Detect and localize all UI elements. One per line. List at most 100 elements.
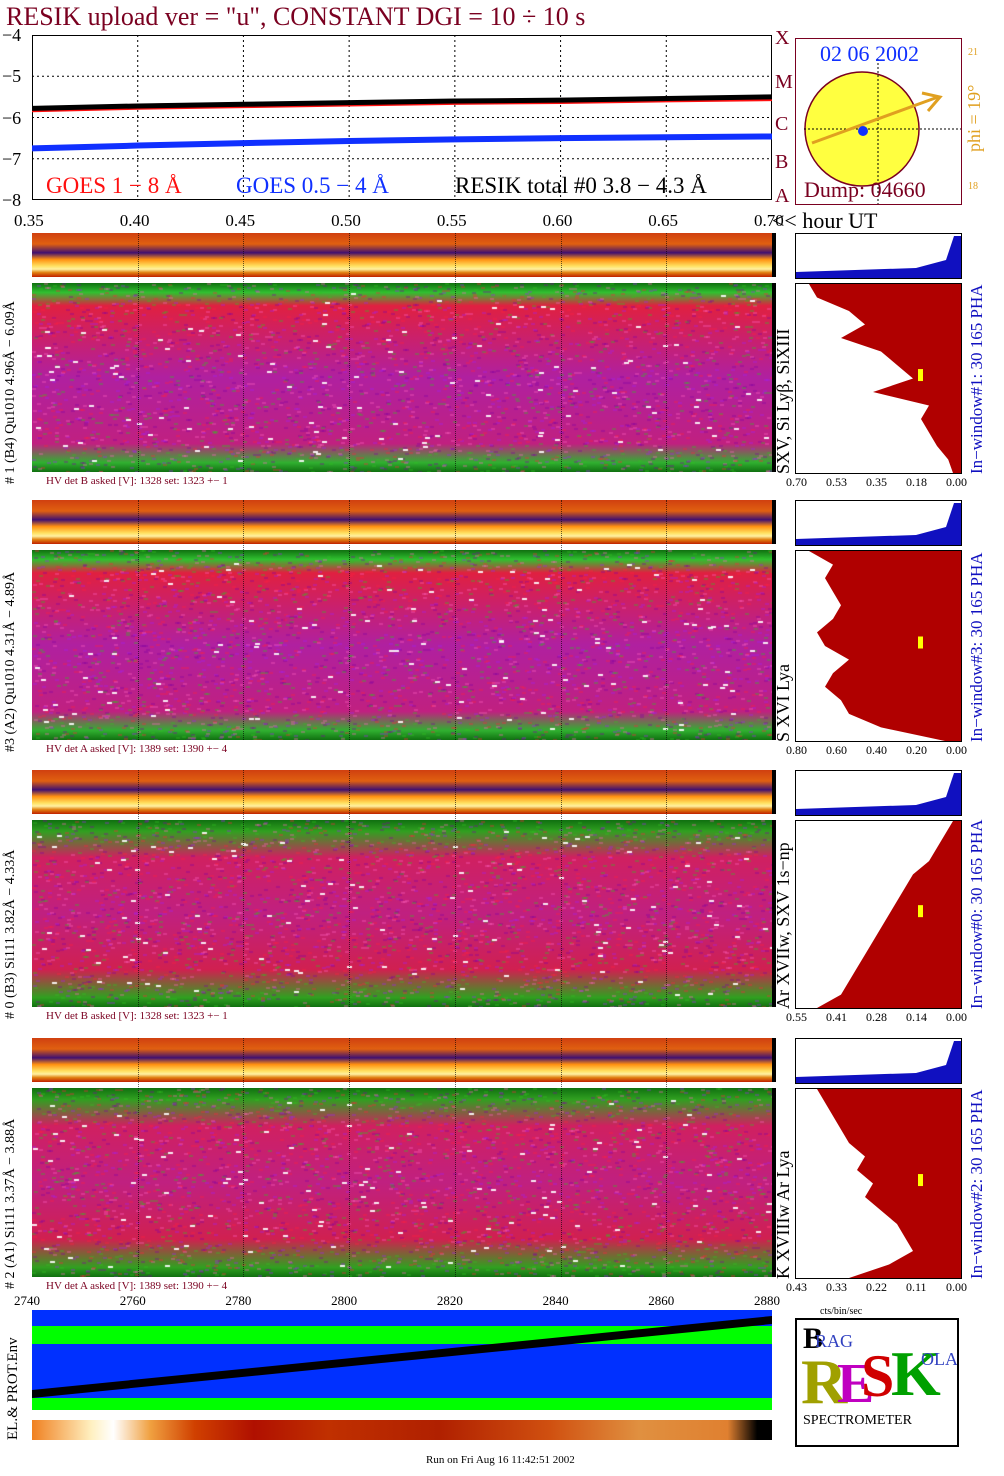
channel-gridline — [666, 500, 668, 740]
channel-gridline — [243, 233, 245, 472]
hv-status: HV det A asked [V]: 1389 set: 1390 +− 4 — [46, 1280, 228, 1292]
pha-histogram-fill — [796, 1041, 961, 1083]
sun-disk-svg — [804, 59, 961, 204]
pha-marker — [918, 905, 923, 918]
observation-date: 02 06 2002 — [820, 41, 919, 66]
logo-s: S — [861, 1343, 895, 1409]
in-window-label: In−window#1: 30 165 PHA — [967, 284, 986, 474]
goes-class-axis: X M C B A — [775, 28, 795, 208]
spectral-lines-label: Ar XVIIw, SXV 1s−np — [773, 842, 793, 1009]
footer-timestamp: Run on Fri Aug 16 11:42:51 2002 — [426, 1454, 575, 1466]
sun-position-panel: 02 06 2002 Dump: 04660 — [795, 38, 962, 205]
seconds-tick-label: 2740 — [14, 1293, 40, 1308]
pha-profile — [795, 1088, 962, 1279]
channel-gridline — [560, 500, 562, 740]
pha-histogram — [795, 770, 962, 816]
intensity-colorbar — [32, 1420, 772, 1440]
y-tick-label: −6 — [2, 107, 22, 128]
pha-profile-fill — [809, 551, 961, 741]
seconds-tick-label: 2760 — [119, 1293, 146, 1308]
x-tick-label: 0.55 — [436, 211, 467, 230]
channel-gridline — [560, 233, 562, 472]
spectrogram-texture — [32, 550, 772, 740]
channel-gridline — [454, 233, 456, 472]
channel-gridline — [349, 1038, 351, 1277]
channel-strip — [32, 770, 776, 814]
in-window-label: In−window#0: 30 165 PHA — [967, 819, 986, 1009]
pha-profile — [795, 550, 962, 742]
channel-gridline — [349, 233, 351, 472]
spectral-lines-label: SXV, Si Lyβ, SiXIII — [773, 328, 793, 474]
channel-gridline — [666, 1038, 668, 1277]
pha-tick-label: 0.28 — [866, 1010, 887, 1024]
channel-gridline — [560, 770, 562, 1007]
hour-axis-label: << hour UT — [772, 208, 878, 233]
channel-gridline — [349, 770, 351, 1007]
pha-tick-label: 0.35 — [866, 475, 887, 489]
y-tick-label: −5 — [2, 66, 22, 87]
channel-gridline — [666, 233, 668, 472]
seconds-tick-label: 2780 — [225, 1293, 252, 1308]
channel-gridline — [137, 233, 139, 472]
x-tick-label: 0.70 — [754, 211, 784, 230]
pha-tick-label: 0.33 — [826, 1280, 847, 1294]
pha-tick-label: 0.14 — [906, 1010, 927, 1024]
pha-histogram-fill — [796, 773, 961, 815]
y-tick-label: −7 — [2, 148, 22, 169]
x-tick-label: 0.45 — [225, 211, 256, 230]
legend-resik: RESIK total #0 3.8 − 4.3 Å — [455, 173, 707, 198]
y-tick-label: −8 — [2, 190, 22, 210]
pha-tick-label: 0.11 — [906, 1280, 927, 1294]
channel-strip — [32, 1038, 776, 1082]
logo-r: R — [801, 1346, 848, 1417]
sun-target-dot — [858, 126, 868, 136]
goes-lightcurve-svg — [32, 35, 772, 200]
channel-gridline — [349, 500, 351, 740]
channel-strip — [32, 233, 776, 277]
y-tick-label: −4 — [2, 25, 22, 45]
dump-number: Dump: 04660 — [804, 177, 926, 202]
environment-panel — [32, 1310, 772, 1410]
pha-histogram-fill — [796, 503, 961, 545]
sun-tick-bottom: 18 — [968, 181, 978, 192]
pha-tick-label: 0.70 — [786, 475, 807, 489]
series-line-1 — [32, 133, 772, 152]
pha-profile — [795, 820, 962, 1009]
pha-tick-label: 0.22 — [866, 1280, 887, 1294]
channel-gridline — [454, 1038, 456, 1277]
channel-label: # 0 (B3) Si111 3.82Å − 4.33Å — [3, 849, 18, 1019]
pha-marker — [918, 636, 923, 649]
spectrogram-texture — [32, 820, 772, 1007]
channel-gridline — [137, 1038, 139, 1277]
x-tick-label: 0.60 — [542, 211, 573, 230]
sun-arrow-head — [921, 91, 943, 112]
pha-tick-label: 0.20 — [906, 743, 927, 757]
hv-status: HV det B asked [V]: 1328 set: 1323 +− 1 — [46, 475, 228, 487]
pha-histogram — [795, 1038, 962, 1084]
pha-profile-fill — [809, 284, 961, 473]
channel-label: # 2 (A1) Si111 3.37Å − 3.88Å — [3, 1118, 18, 1289]
goes-class-x: X — [775, 27, 790, 49]
pha-xlabel: cts/bin/sec — [820, 1306, 863, 1317]
channel-gridline — [454, 500, 456, 740]
pha-histogram-fill — [796, 236, 961, 278]
env-trend-svg — [32, 1316, 772, 1398]
spectrogram-texture — [32, 283, 772, 472]
goes-class-c: C — [775, 113, 789, 135]
spectrogram-texture — [32, 1088, 772, 1277]
env-label: EL.& PROT.Env — [5, 1337, 21, 1440]
pha-histogram — [795, 233, 962, 279]
pha-histogram — [795, 500, 962, 546]
channel-gridline — [666, 770, 668, 1007]
pha-tick-label: 0.00 — [946, 1280, 967, 1294]
channel-label: #3 (A2) Qu1010 4.31Å − 4.89Å — [3, 571, 18, 752]
pha-profile-fill — [817, 1089, 961, 1278]
sun-direction-arrow — [811, 95, 939, 145]
pha-profile — [795, 283, 962, 474]
spectral-lines-label: S XVI Lya — [773, 664, 793, 742]
seconds-tick-label: 2880 — [754, 1293, 780, 1308]
logo-b: B — [803, 1322, 824, 1355]
env-trend-line — [32, 1316, 772, 1398]
pha-tick-label: 0.60 — [826, 743, 847, 757]
channel-gridline — [560, 1038, 562, 1277]
